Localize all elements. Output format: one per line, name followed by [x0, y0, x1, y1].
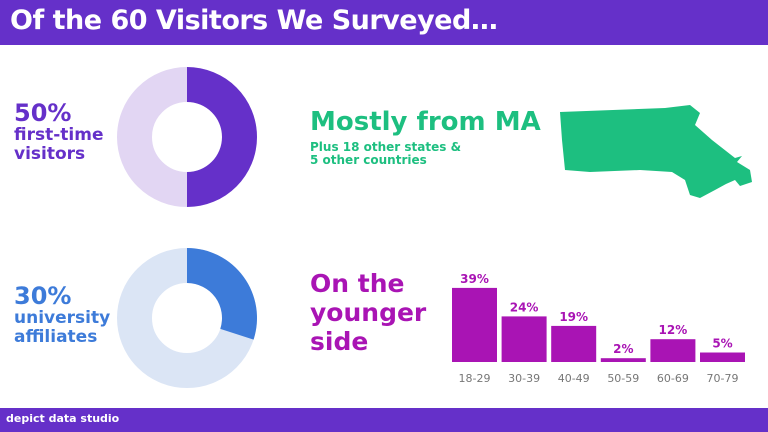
age-block: On the younger side — [310, 269, 427, 356]
bar-30-39 — [501, 316, 547, 362]
origin-line-2: 5 other countries — [310, 152, 427, 167]
x-tick-label: 18-29 — [459, 372, 491, 385]
first-time-value: 50% — [14, 99, 72, 127]
page-title: Of the 60 Visitors We Surveyed… — [10, 5, 498, 36]
header-bar: Of the 60 Visitors We Surveyed… — [0, 0, 768, 45]
university-label-1: university — [14, 308, 111, 329]
x-tick-label: 40-49 — [558, 372, 590, 385]
first-time-stat: 50% first-time visitors — [14, 100, 103, 164]
bar-18-29 — [452, 287, 497, 362]
bar-value-label: 12% — [659, 323, 688, 337]
age-line-1: On the — [310, 269, 405, 298]
first-time-label-1: first-time — [14, 125, 104, 146]
age-line-2: younger — [310, 297, 427, 327]
bar-50-59 — [600, 358, 646, 362]
footer-bar: depict data studio — [0, 408, 768, 432]
age-line-3: side — [310, 326, 369, 356]
bar-value-label: 19% — [559, 310, 588, 324]
bar-value-label: 2% — [613, 342, 633, 356]
x-tick-label: 30-39 — [508, 372, 540, 385]
origin-line-1: Plus 18 other states & — [310, 139, 462, 154]
university-value: 30% — [14, 282, 72, 310]
massachusetts-map-icon — [560, 105, 752, 198]
bar-70-79 — [700, 352, 745, 362]
university-donut-segment — [187, 248, 257, 340]
footer-brand: depict data studio — [6, 412, 120, 425]
first-time-donut-segment — [187, 67, 257, 207]
bar-40-49 — [551, 325, 597, 362]
bar-value-label: 5% — [712, 337, 732, 351]
x-tick-label: 70-79 — [707, 372, 739, 385]
x-tick-label: 60-69 — [657, 372, 689, 385]
origin-headline: Mostly from MA — [310, 107, 541, 137]
x-tick-label: 50-59 — [607, 372, 639, 385]
university-stat: 30% university affiliates — [14, 283, 110, 347]
bar-60-69 — [650, 339, 696, 362]
university-label-2: affiliates — [14, 327, 98, 348]
bar-value-label: 39% — [460, 272, 489, 286]
bar-value-label: 24% — [510, 300, 539, 314]
first-time-label-2: visitors — [14, 144, 86, 165]
origin-block: Mostly from MA Plus 18 other states & 5 … — [310, 108, 541, 167]
